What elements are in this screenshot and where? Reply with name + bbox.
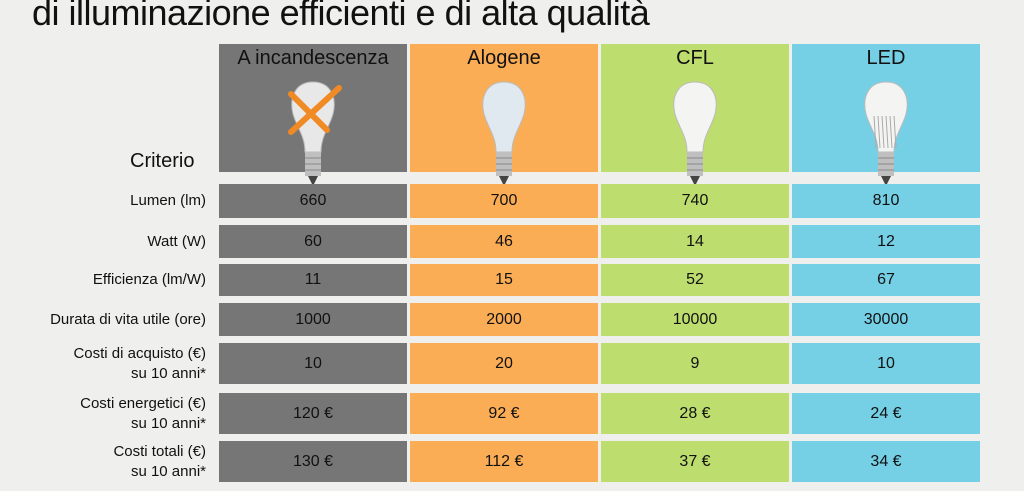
- cell-incandescent: 660: [219, 184, 407, 218]
- cell-incandescent: 120 €: [219, 393, 407, 434]
- row-label: Costi energetici (€) su 10 anni*: [80, 394, 206, 434]
- row-label: Costi di acquisto (€) su 10 anni*: [73, 344, 206, 384]
- row-label: Efficienza (lm/W): [93, 270, 206, 290]
- column-header-incandescent: A incandescenza: [219, 44, 407, 184]
- cell-cfl: 740: [601, 184, 789, 218]
- halogen-bulb-icon: [474, 74, 534, 199]
- incandescent-bulb-crossed-icon: [283, 74, 343, 199]
- row-label-line: Costi energetici (€): [80, 394, 206, 412]
- cell-halogen: 700: [410, 184, 598, 218]
- row-label-line: Efficienza (lm/W): [92, 271, 206, 288]
- column-header-halogen: Alogene: [410, 44, 598, 184]
- cell-halogen: 20: [410, 343, 598, 384]
- row-label: Watt (W): [147, 232, 206, 252]
- cell-cfl: 10000: [601, 303, 789, 336]
- row-label-line: Costi di acquisto (€): [73, 344, 206, 362]
- cell-led: 10: [792, 343, 980, 384]
- criterion-header: Criterio: [130, 150, 195, 172]
- row-label-line2: su 10 anni*: [130, 364, 206, 382]
- cell-incandescent: 11: [219, 264, 407, 296]
- cell-incandescent: 10: [219, 343, 407, 384]
- cell-led: 810: [792, 184, 980, 218]
- row-label: Lumen (lm): [130, 191, 206, 211]
- column-title: LED: [866, 47, 906, 69]
- row-label-line: Costi totali (€): [113, 442, 206, 460]
- cell-led: 34 €: [792, 441, 980, 482]
- cell-incandescent: 130 €: [219, 441, 407, 482]
- column-header-cfl: CFL: [601, 44, 789, 184]
- column-title: A incandescenza: [237, 47, 389, 69]
- led-bulb-icon: [856, 74, 916, 199]
- cell-led: 24 €: [792, 393, 980, 434]
- cell-led: 30000: [792, 303, 980, 336]
- cell-cfl: 37 €: [601, 441, 789, 482]
- column-title: CFL: [676, 47, 714, 69]
- row-label: Costi totali (€) su 10 anni*: [113, 442, 206, 482]
- row-label-line: Lumen (lm): [130, 192, 206, 209]
- column-title: Alogene: [467, 47, 541, 69]
- cell-cfl: 28 €: [601, 393, 789, 434]
- column-header-led: LED: [792, 44, 980, 184]
- cell-halogen: 92 €: [410, 393, 598, 434]
- cell-halogen: 2000: [410, 303, 598, 336]
- page-title: di illuminazione efficienti e di alta qu…: [32, 0, 650, 33]
- cell-led: 67: [792, 264, 980, 296]
- row-label: Durata di vita utile (ore): [50, 310, 206, 330]
- cell-halogen: 112 €: [410, 441, 598, 482]
- row-label-line: Watt (W): [147, 232, 206, 250]
- cell-cfl: 14: [601, 225, 789, 258]
- cell-incandescent: 60: [219, 225, 407, 258]
- row-label-line: Durata di vita utile (ore): [50, 310, 206, 328]
- cfl-bulb-icon: [665, 74, 725, 199]
- cell-halogen: 15: [410, 264, 598, 296]
- cell-halogen: 46: [410, 225, 598, 258]
- row-label-line2: su 10 anni*: [130, 414, 206, 432]
- cell-cfl: 9: [601, 343, 789, 384]
- cell-cfl: 52: [601, 264, 789, 296]
- row-label-line2: su 10 anni*: [130, 462, 206, 480]
- cell-led: 12: [792, 225, 980, 258]
- cell-incandescent: 1000: [219, 303, 407, 336]
